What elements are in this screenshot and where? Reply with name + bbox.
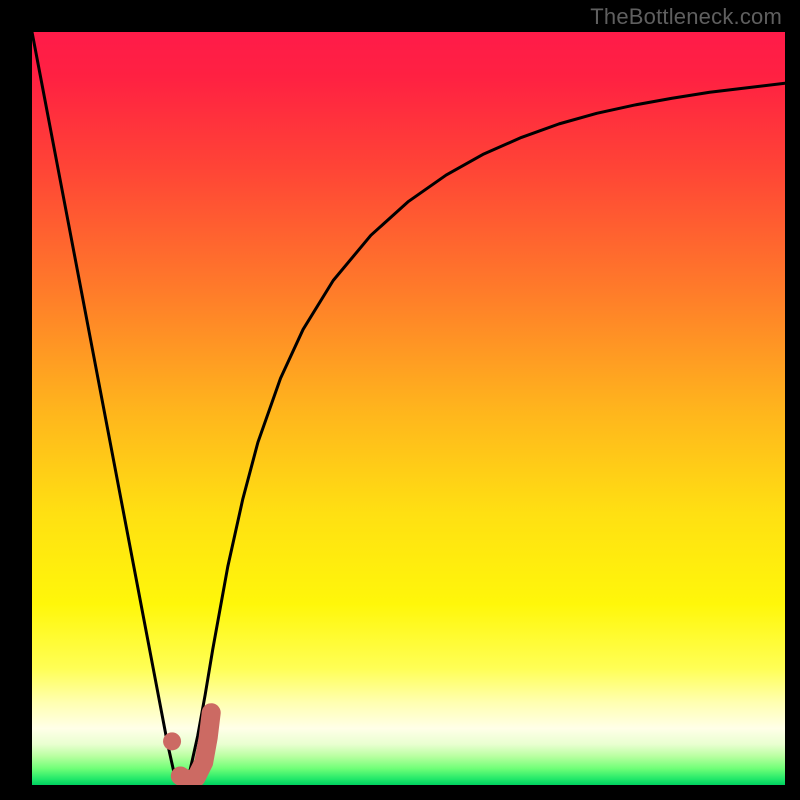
- highlight-marker: [163, 713, 211, 781]
- plot-area: [32, 32, 785, 785]
- watermark-text: TheBottleneck.com: [590, 4, 782, 30]
- highlight-dot: [163, 732, 181, 750]
- plot-svg: [32, 32, 785, 785]
- bottleneck-curve: [32, 32, 785, 785]
